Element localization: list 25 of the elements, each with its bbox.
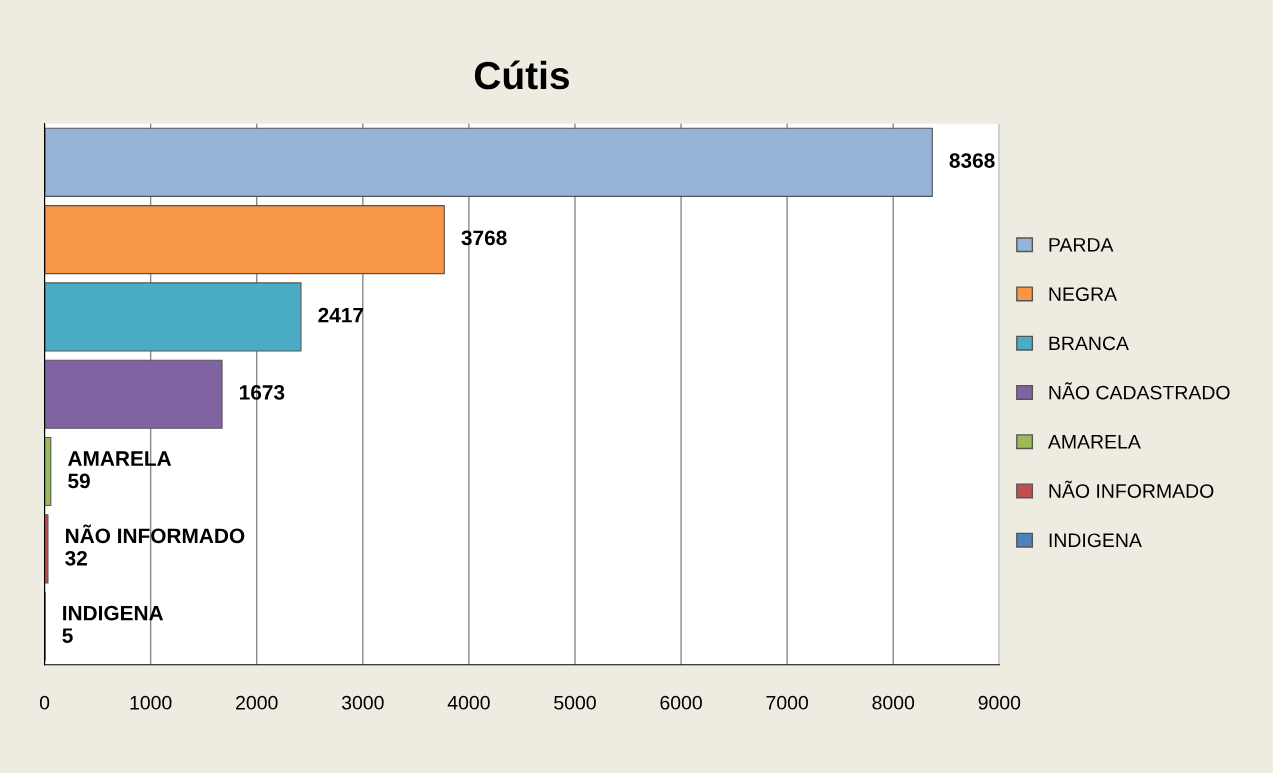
x-tick-label: 3000	[341, 695, 384, 710]
chart-title: Cútis	[474, 60, 569, 90]
x-tick-label: 0	[39, 695, 50, 710]
data-label: 1673	[240, 385, 285, 400]
legend-label: BRANCA	[1049, 336, 1129, 351]
x-tick-label: 6000	[660, 695, 702, 710]
data-label: NÃO INFORMADO 32	[65, 524, 245, 566]
x-tick-label: 8000	[872, 695, 915, 710]
data-label: INDIGENA 5	[62, 605, 164, 643]
legend-label: NEGRA	[1049, 287, 1118, 301]
legend-label: PARDA	[1049, 238, 1114, 252]
data-label: 8368	[949, 153, 995, 168]
x-tick-label: 5000	[554, 695, 596, 710]
legend-label: NÃO CADASTRADO	[1049, 382, 1230, 400]
x-tick-label: 1000	[130, 695, 172, 710]
legend-label: AMARELA	[1047, 435, 1141, 449]
x-tick-label: 7000	[766, 695, 809, 710]
data-label: 2417	[318, 307, 364, 323]
data-label: 3768	[461, 230, 507, 246]
x-tick-label: 4000	[447, 695, 490, 710]
x-tick-label: 2000	[236, 695, 278, 710]
legend-label: NÃO INFORMADO	[1049, 480, 1214, 498]
x-tick-label: 9000	[978, 695, 1021, 710]
legend-label: INDIGENA	[1049, 533, 1142, 548]
data-label: AMARELA 59	[68, 451, 172, 489]
